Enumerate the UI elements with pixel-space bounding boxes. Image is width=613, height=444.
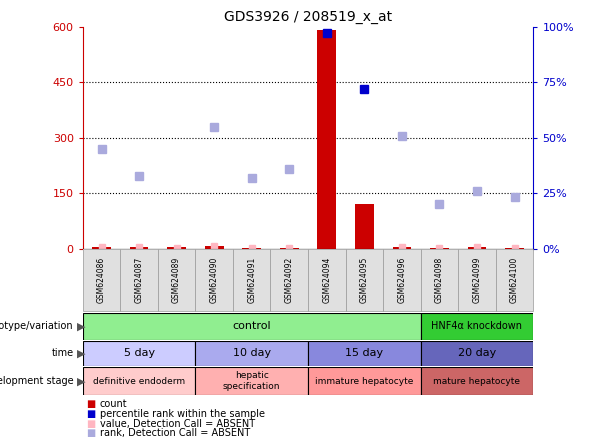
Text: count: count (100, 399, 128, 409)
Text: genotype/variation: genotype/variation (0, 321, 74, 331)
Bar (233, 249, 270, 311)
Text: control: control (232, 321, 271, 331)
Text: time: time (51, 349, 74, 358)
Bar (430, 248, 449, 249)
Text: GSM624095: GSM624095 (360, 257, 369, 303)
Text: GSM624094: GSM624094 (322, 257, 331, 303)
Bar (458, 249, 496, 311)
Bar (196, 341, 308, 366)
Bar (392, 247, 411, 249)
Bar (421, 313, 533, 340)
Text: GSM624091: GSM624091 (247, 257, 256, 303)
Text: ■: ■ (86, 399, 95, 409)
Text: GSM624087: GSM624087 (135, 257, 143, 303)
Bar (308, 249, 346, 311)
Text: GSM624099: GSM624099 (473, 257, 481, 303)
Text: GSM624098: GSM624098 (435, 257, 444, 303)
Bar (158, 249, 196, 311)
Bar (421, 341, 533, 366)
Bar (421, 249, 458, 311)
Bar (468, 247, 486, 249)
Text: 20 day: 20 day (458, 349, 496, 358)
Bar (92, 247, 111, 249)
Text: ■: ■ (86, 409, 95, 419)
Text: GSM624089: GSM624089 (172, 257, 181, 303)
Bar (205, 246, 224, 249)
Bar (308, 341, 421, 366)
Text: HNF4α knockdown: HNF4α knockdown (432, 321, 522, 331)
Text: GSM624100: GSM624100 (510, 257, 519, 303)
Text: mature hepatocyte: mature hepatocyte (433, 377, 520, 386)
Bar (383, 249, 421, 311)
Text: ▶: ▶ (77, 376, 85, 386)
Text: 10 day: 10 day (233, 349, 271, 358)
Bar (270, 249, 308, 311)
Title: GDS3926 / 208519_x_at: GDS3926 / 208519_x_at (224, 10, 392, 24)
Bar (308, 367, 421, 395)
Text: GSM624096: GSM624096 (397, 257, 406, 303)
Bar (496, 249, 533, 311)
Text: 5 day: 5 day (123, 349, 154, 358)
Text: percentile rank within the sample: percentile rank within the sample (100, 409, 265, 419)
Text: ▶: ▶ (77, 321, 85, 331)
Bar (505, 248, 524, 249)
Bar (355, 204, 374, 249)
Bar (167, 247, 186, 249)
Bar (346, 249, 383, 311)
Text: value, Detection Call = ABSENT: value, Detection Call = ABSENT (100, 419, 255, 428)
Bar (280, 248, 299, 249)
Bar (120, 249, 158, 311)
Bar (83, 249, 120, 311)
Text: 15 day: 15 day (345, 349, 383, 358)
Bar (83, 313, 421, 340)
Bar (421, 367, 533, 395)
Text: ■: ■ (86, 419, 95, 428)
Bar (83, 367, 196, 395)
Text: ■: ■ (86, 428, 95, 438)
Bar (130, 247, 148, 249)
Bar (83, 341, 196, 366)
Text: immature hepatocyte: immature hepatocyte (315, 377, 414, 386)
Text: rank, Detection Call = ABSENT: rank, Detection Call = ABSENT (100, 428, 250, 438)
Text: GSM624090: GSM624090 (210, 257, 219, 303)
Bar (196, 249, 233, 311)
Bar (196, 367, 308, 395)
Text: GSM624086: GSM624086 (97, 257, 106, 303)
Text: ▶: ▶ (77, 349, 85, 358)
Bar (318, 30, 336, 249)
Text: definitive endoderm: definitive endoderm (93, 377, 185, 386)
Text: development stage: development stage (0, 376, 74, 386)
Text: GSM624092: GSM624092 (285, 257, 294, 303)
Text: hepatic
specification: hepatic specification (223, 372, 281, 391)
Bar (242, 248, 261, 249)
